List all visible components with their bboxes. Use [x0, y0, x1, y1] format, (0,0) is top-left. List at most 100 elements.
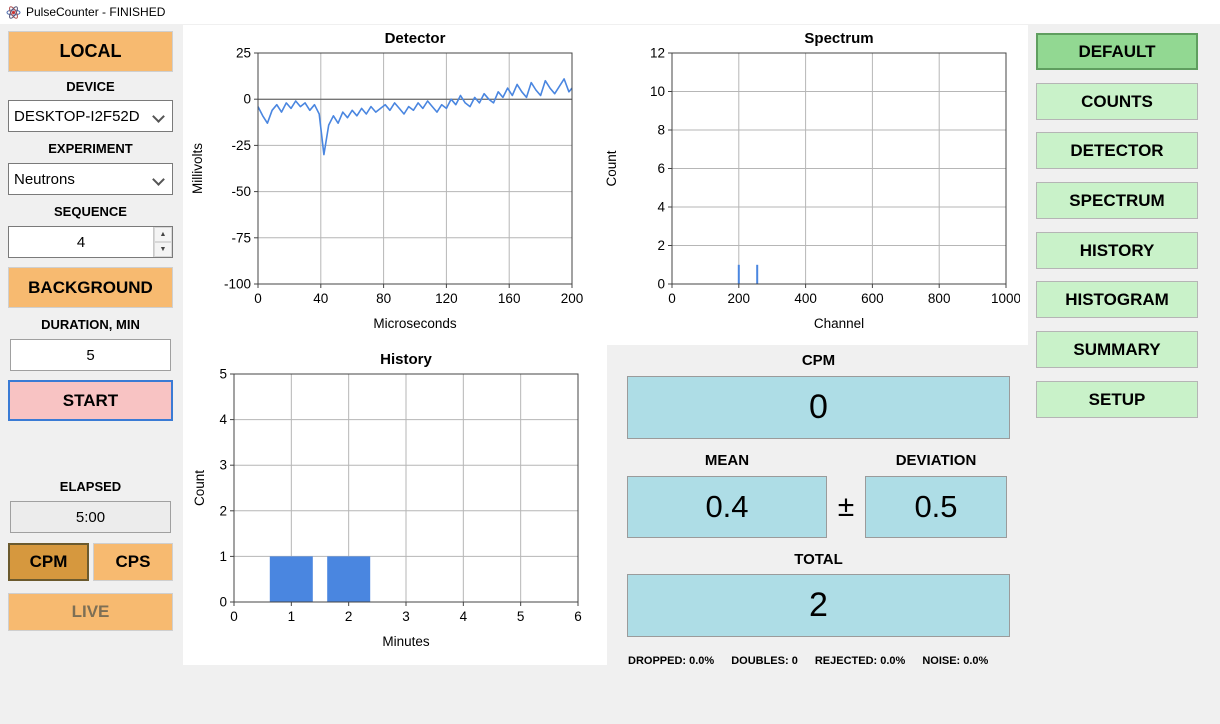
view-button-summary[interactable]: SUMMARY	[1036, 331, 1198, 368]
svg-text:8: 8	[657, 123, 665, 138]
svg-text:-75: -75	[231, 230, 251, 245]
cpm-panel-label: CPM	[801, 352, 836, 369]
experiment-select-value: Neutrons	[14, 170, 75, 188]
svg-text:Millivolts: Millivolts	[190, 143, 205, 194]
elapsed-display: 5:00	[10, 501, 171, 533]
total-value-box: 2	[627, 574, 1010, 637]
total-label: TOTAL	[794, 551, 843, 568]
svg-text:4: 4	[657, 200, 665, 215]
svg-text:Minutes: Minutes	[382, 634, 430, 649]
elapsed-label: ELAPSED	[59, 479, 122, 494]
charts-panel-top	[183, 25, 1028, 345]
view-button-default[interactable]: DEFAULT	[1036, 33, 1198, 70]
svg-text:2: 2	[345, 609, 353, 624]
cps-toggle-button[interactable]: CPS	[93, 543, 173, 581]
deviation-value-box: 0.5	[865, 476, 1007, 538]
svg-text:4: 4	[460, 609, 468, 624]
view-button-spectrum[interactable]: SPECTRUM	[1036, 182, 1198, 219]
svg-text:10: 10	[650, 84, 665, 99]
svg-text:5: 5	[517, 609, 525, 624]
svg-text:400: 400	[794, 291, 817, 306]
svg-text:0: 0	[243, 92, 251, 107]
sequence-stepper[interactable]: 4 ▲ ▼	[8, 226, 173, 258]
sequence-label: SEQUENCE	[54, 204, 127, 219]
device-select[interactable]: DESKTOP-I2F52D	[8, 100, 173, 132]
titlebar: PulseCounter - FINISHED	[0, 0, 1220, 24]
svg-text:3: 3	[402, 609, 410, 624]
svg-text:1: 1	[288, 609, 296, 624]
svg-text:200: 200	[728, 291, 751, 306]
svg-text:Microseconds: Microseconds	[373, 316, 457, 331]
mean-value-box: 0.4	[627, 476, 827, 538]
svg-text:Spectrum: Spectrum	[804, 30, 873, 47]
plus-minus-sign: ±	[837, 490, 855, 523]
local-button[interactable]: LOCAL	[8, 31, 173, 72]
background-button[interactable]: BACKGROUND	[8, 267, 173, 308]
svg-text:2: 2	[219, 503, 227, 518]
sequence-down-button[interactable]: ▼	[154, 242, 172, 257]
svg-text:1000: 1000	[991, 291, 1020, 306]
doubles-stat: DOUBLES: 0	[731, 655, 798, 667]
history-chart: 0 1 2 3 4 5 6 0 1 2 3 4 5 History Minutes Count	[190, 348, 588, 660]
svg-text:0: 0	[230, 609, 238, 624]
svg-text:Detector: Detector	[385, 30, 446, 47]
device-label: DEVICE	[66, 79, 115, 94]
svg-text:80: 80	[376, 291, 391, 306]
charts-panel-bottom	[183, 345, 607, 665]
svg-text:40: 40	[313, 291, 328, 306]
view-button-counts[interactable]: COUNTS	[1036, 83, 1198, 120]
svg-text:600: 600	[861, 291, 884, 306]
svg-text:History: History	[380, 351, 432, 368]
svg-text:6: 6	[574, 609, 582, 624]
svg-text:Count: Count	[604, 150, 619, 186]
cpm-toggle-button[interactable]: CPM	[8, 543, 89, 581]
duration-label: DURATION, MIN	[41, 317, 140, 332]
view-button-history[interactable]: HISTORY	[1036, 232, 1198, 269]
experiment-label: EXPERIMENT	[48, 141, 133, 156]
sequence-up-button[interactable]: ▲	[154, 227, 172, 242]
view-button-detector[interactable]: DETECTOR	[1036, 132, 1198, 169]
svg-text:120: 120	[435, 291, 458, 306]
svg-text:1: 1	[219, 549, 227, 564]
view-button-setup[interactable]: SETUP	[1036, 381, 1198, 418]
svg-text:3: 3	[219, 458, 227, 473]
chevron-down-icon	[152, 110, 165, 123]
rejected-stat: REJECTED: 0.0%	[814, 655, 906, 667]
svg-text:4: 4	[219, 412, 227, 427]
svg-text:0: 0	[254, 291, 262, 306]
svg-text:200: 200	[561, 291, 584, 306]
svg-text:800: 800	[928, 291, 951, 306]
svg-text:2: 2	[657, 238, 665, 253]
dropped-stat: DROPPED: 0.0%	[628, 655, 715, 667]
device-select-value: DESKTOP-I2F52D	[14, 107, 140, 125]
detector-chart: 0 40 80 120 160 200 25 0 -25 -50 -75 -100 Detector Mi…	[188, 27, 586, 342]
noise-stat: NOISE: 0.0%	[922, 655, 989, 667]
sequence-value: 4	[76, 233, 86, 251]
app-icon	[6, 5, 21, 20]
svg-text:-50: -50	[231, 184, 251, 199]
svg-text:-100: -100	[224, 277, 251, 292]
svg-text:Count: Count	[192, 470, 207, 506]
chevron-down-icon	[152, 173, 165, 186]
live-button[interactable]: LIVE	[8, 593, 173, 631]
cpm-value-box: 0	[627, 376, 1010, 439]
view-button-histogram[interactable]: HISTOGRAM	[1036, 281, 1198, 318]
experiment-select[interactable]: Neutrons	[8, 163, 173, 195]
svg-text:160: 160	[498, 291, 521, 306]
svg-text:0: 0	[657, 277, 665, 292]
svg-text:0: 0	[668, 291, 676, 306]
svg-text:-25: -25	[231, 138, 251, 153]
duration-input[interactable]: 5	[10, 339, 171, 371]
svg-text:12: 12	[650, 46, 665, 61]
svg-text:0: 0	[219, 595, 227, 610]
svg-text:Channel: Channel	[814, 316, 864, 331]
counter-stats-footer: DROPPED: 0.0% DOUBLES: 0 REJECTED: 0.0% NOI…	[628, 655, 1028, 667]
svg-text:25: 25	[236, 46, 251, 61]
spectrum-chart: 0 200 400 600 800 1000 0 2 4 6 8 10 12 Spectrum Channe…	[602, 27, 1021, 342]
svg-text:5: 5	[219, 367, 227, 382]
deviation-label: DEVIATION	[895, 452, 977, 469]
window-title: PulseCounter - FINISHED	[26, 5, 166, 19]
start-button[interactable]: START	[8, 380, 173, 421]
svg-text:6: 6	[657, 161, 665, 176]
